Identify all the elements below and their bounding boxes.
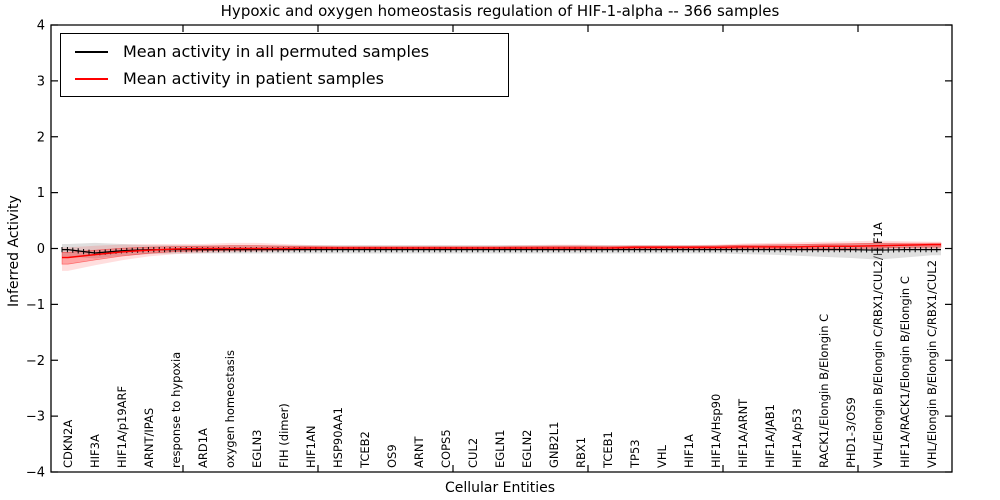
svg-text:VHL/Elongin B/Elongin C/RBX1/C: VHL/Elongin B/Elongin C/RBX1/CUL2 bbox=[925, 260, 939, 468]
svg-text:2: 2 bbox=[37, 130, 45, 145]
svg-text:VHL: VHL bbox=[655, 444, 669, 468]
svg-text:CUL2: CUL2 bbox=[466, 438, 480, 468]
svg-text:OS9: OS9 bbox=[385, 444, 399, 468]
y-ticks bbox=[51, 24, 952, 473]
chart-title: Hypoxic and oxygen homeostasis regulatio… bbox=[220, 2, 780, 20]
svg-text:COPS5: COPS5 bbox=[439, 429, 453, 468]
svg-text:HIF1A/RACK1/Elongin B/Elongin: HIF1A/RACK1/Elongin B/Elongin C bbox=[898, 276, 912, 468]
svg-text:EGLN2: EGLN2 bbox=[520, 429, 534, 468]
svg-text:HSP90AA1: HSP90AA1 bbox=[331, 407, 345, 468]
patient-mean-line bbox=[62, 243, 941, 259]
svg-text:response to hypoxia: response to hypoxia bbox=[169, 352, 183, 468]
x-axis-label: Cellular Entities bbox=[444, 480, 556, 496]
svg-text:ARD1A: ARD1A bbox=[196, 428, 210, 468]
svg-text:−4: −4 bbox=[26, 466, 45, 481]
svg-text:ARNT/IPAS: ARNT/IPAS bbox=[142, 408, 156, 468]
svg-text:EGLN3: EGLN3 bbox=[250, 429, 264, 468]
y-axis-label: Inferred Activity bbox=[6, 195, 22, 307]
svg-text:0: 0 bbox=[37, 242, 45, 257]
svg-text:oxygen homeostasis: oxygen homeostasis bbox=[223, 350, 237, 468]
svg-text:1: 1 bbox=[37, 186, 45, 201]
svg-text:CDKN2A: CDKN2A bbox=[61, 420, 75, 468]
legend-line-permuted-icon bbox=[75, 50, 108, 53]
svg-text:HIF1A/ARNT: HIF1A/ARNT bbox=[736, 398, 750, 468]
svg-text:HIF1A/JAB1: HIF1A/JAB1 bbox=[763, 404, 777, 468]
svg-text:TCEB1: TCEB1 bbox=[601, 431, 615, 469]
svg-text:PHD1-3/OS9: PHD1-3/OS9 bbox=[844, 397, 858, 468]
svg-text:4: 4 bbox=[37, 19, 45, 34]
permuted-mean-line bbox=[62, 249, 941, 254]
legend-label-permuted: Mean activity in all permuted samples bbox=[123, 42, 430, 61]
svg-text:HIF1A/Hsp90: HIF1A/Hsp90 bbox=[709, 394, 723, 468]
svg-text:HIF1A/p19ARF: HIF1A/p19ARF bbox=[115, 386, 129, 468]
svg-text:ARNT: ARNT bbox=[412, 436, 426, 468]
svg-text:TP53: TP53 bbox=[628, 439, 642, 469]
legend-entry-patient: Mean activity in patient samples bbox=[75, 66, 508, 92]
svg-text:EGLN1: EGLN1 bbox=[493, 429, 507, 468]
svg-text:TCEB2: TCEB2 bbox=[358, 431, 372, 469]
svg-text:RBX1: RBX1 bbox=[574, 437, 588, 468]
svg-text:HIF1AN: HIF1AN bbox=[304, 426, 318, 468]
legend: Mean activity in all permuted samples Me… bbox=[60, 33, 509, 97]
legend-line-patient-icon bbox=[75, 77, 108, 80]
svg-text:HIF1A/p53: HIF1A/p53 bbox=[790, 408, 804, 468]
svg-text:3: 3 bbox=[37, 74, 45, 89]
svg-text:HIF1A: HIF1A bbox=[682, 434, 696, 468]
svg-text:HIF3A: HIF3A bbox=[88, 434, 102, 468]
svg-text:GNB2L1: GNB2L1 bbox=[547, 422, 561, 468]
x-tick-labels: CDKN2A HIF3A HIF1A/p19ARF ARNT/IPAS response… bbox=[61, 222, 939, 469]
svg-text:RACK1/Elongin B/Elongin C: RACK1/Elongin B/Elongin C bbox=[817, 314, 831, 468]
legend-entry-permuted: Mean activity in all permuted samples bbox=[75, 39, 508, 65]
y-tick-labels: 4 3 2 1 0 −1 −2 −3 −4 bbox=[26, 19, 45, 481]
svg-text:FIH (dimer): FIH (dimer) bbox=[277, 403, 291, 468]
svg-text:−2: −2 bbox=[26, 354, 45, 369]
svg-text:−3: −3 bbox=[26, 410, 45, 425]
svg-text:VHL/Elongin B/Elongin C/RBX1/C: VHL/Elongin B/Elongin C/RBX1/CUL2/HIF1A bbox=[871, 222, 885, 468]
svg-text:−1: −1 bbox=[26, 298, 45, 313]
x-ticks bbox=[182, 25, 859, 472]
legend-label-patient: Mean activity in patient samples bbox=[123, 69, 384, 88]
